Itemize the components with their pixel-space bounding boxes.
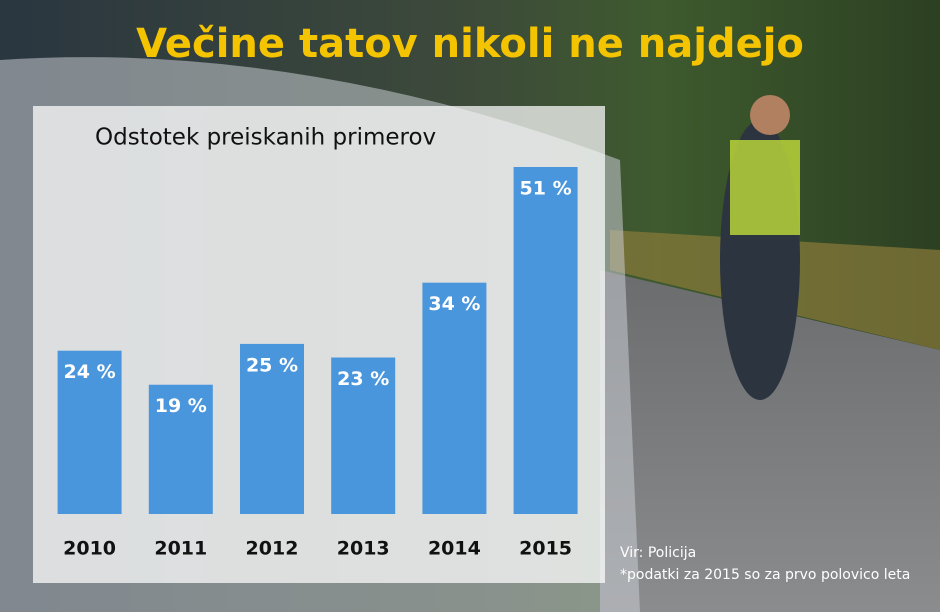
chart-panel <box>33 106 605 583</box>
value-label: 23 % <box>337 368 389 390</box>
head <box>750 95 790 135</box>
chart-title: Večine tatov nikoli ne najdejo <box>136 21 804 67</box>
x-tick-label: 2011 <box>154 538 207 560</box>
bar <box>57 350 122 514</box>
source: Vir: Policija <box>620 545 696 561</box>
value-label: 34 % <box>428 293 480 315</box>
value-label: 24 % <box>64 361 116 383</box>
value-label: 19 % <box>155 395 207 417</box>
bar <box>148 384 213 514</box>
road <box>600 270 940 612</box>
bar <box>240 343 304 514</box>
x-tick-label: 2012 <box>246 538 299 560</box>
bar <box>331 357 396 514</box>
x-tick-label: 2010 <box>63 538 116 560</box>
x-tick-label: 2013 <box>337 538 390 560</box>
value-label: 51 % <box>520 178 572 200</box>
chart-subtitle: Odstotek preiskanih primerov <box>95 125 436 151</box>
note: *podatki za 2015 so za prvo polovico let… <box>620 567 910 583</box>
x-tick-label: 2015 <box>519 538 572 560</box>
vest <box>730 140 800 235</box>
value-label: 25 % <box>246 354 298 376</box>
bar <box>422 282 487 514</box>
x-tick-label: 2014 <box>428 538 481 560</box>
bar <box>513 167 578 514</box>
